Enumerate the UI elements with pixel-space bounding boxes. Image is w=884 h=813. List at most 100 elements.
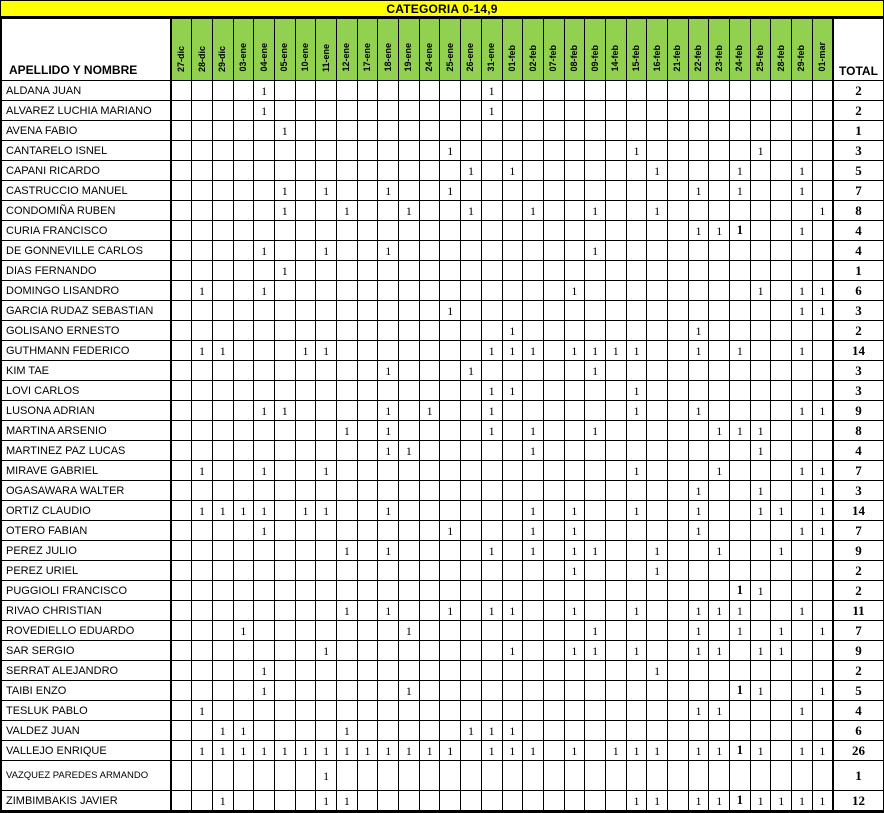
attendance-cell[interactable]	[667, 260, 689, 281]
attendance-cell[interactable]	[687, 160, 710, 181]
attendance-cell[interactable]	[273, 720, 296, 741]
attendance-cell[interactable]: 1	[791, 220, 813, 241]
attendance-cell[interactable]	[356, 380, 379, 401]
attendance-cell[interactable]	[501, 400, 524, 421]
attendance-cell[interactable]: 1	[522, 520, 544, 541]
attendance-cell[interactable]: 1	[708, 540, 731, 561]
attendance-cell[interactable]	[542, 600, 565, 621]
attendance-cell[interactable]	[273, 700, 296, 721]
attendance-cell[interactable]	[563, 220, 586, 241]
attendance-cell[interactable]	[687, 100, 710, 121]
attendance-cell[interactable]	[604, 360, 627, 381]
attendance-cell[interactable]	[708, 480, 731, 501]
attendance-cell[interactable]	[398, 120, 420, 141]
attendance-cell[interactable]	[191, 180, 213, 201]
attendance-cell[interactable]	[253, 720, 275, 741]
attendance-cell[interactable]: 1	[625, 400, 648, 421]
attendance-cell[interactable]	[439, 400, 462, 421]
attendance-cell[interactable]	[667, 280, 689, 301]
attendance-cell[interactable]	[542, 760, 565, 791]
attendance-cell[interactable]	[729, 140, 751, 161]
attendance-cell[interactable]	[667, 380, 689, 401]
attendance-cell[interactable]	[625, 280, 648, 301]
attendance-cell[interactable]	[749, 240, 772, 261]
attendance-cell[interactable]	[336, 620, 358, 641]
attendance-cell[interactable]: 1	[584, 540, 606, 561]
attendance-cell[interactable]	[729, 380, 751, 401]
attendance-cell[interactable]: 1	[687, 480, 710, 501]
attendance-cell[interactable]	[253, 120, 275, 141]
attendance-cell[interactable]	[522, 80, 544, 101]
attendance-cell[interactable]: 1	[398, 440, 420, 461]
attendance-cell[interactable]	[501, 300, 524, 321]
attendance-cell[interactable]	[439, 720, 462, 741]
attendance-cell[interactable]	[522, 600, 544, 621]
column-header-date[interactable]: 14-feb	[604, 18, 627, 81]
attendance-cell[interactable]: 1	[749, 440, 772, 461]
attendance-cell[interactable]	[749, 400, 772, 421]
attendance-cell[interactable]	[273, 420, 296, 441]
attendance-cell[interactable]	[646, 600, 668, 621]
attendance-cell[interactable]	[356, 400, 379, 421]
attendance-cell[interactable]: 1	[315, 240, 337, 261]
attendance-cell[interactable]: 1	[729, 580, 751, 601]
attendance-cell[interactable]	[273, 620, 296, 641]
attendance-cell[interactable]	[460, 440, 482, 461]
attendance-cell[interactable]	[170, 200, 193, 221]
attendance-cell[interactable]	[625, 200, 648, 221]
attendance-cell[interactable]	[791, 660, 813, 681]
attendance-cell[interactable]: 1	[708, 700, 731, 721]
attendance-cell[interactable]	[191, 790, 213, 812]
attendance-cell[interactable]: 1	[811, 200, 834, 221]
attendance-cell[interactable]	[356, 500, 379, 521]
column-header-date[interactable]: 03-ene	[232, 18, 255, 81]
attendance-cell[interactable]	[501, 790, 524, 812]
attendance-cell[interactable]: 1	[729, 180, 751, 201]
attendance-cell[interactable]: 1	[522, 340, 544, 361]
attendance-cell[interactable]: 1	[232, 500, 255, 521]
attendance-cell[interactable]	[791, 640, 813, 661]
attendance-cell[interactable]: 1	[253, 500, 275, 521]
attendance-cell[interactable]	[501, 760, 524, 791]
attendance-cell[interactable]	[563, 760, 586, 791]
attendance-cell[interactable]	[315, 100, 337, 121]
column-header-date[interactable]: 09-feb	[584, 18, 606, 81]
attendance-cell[interactable]	[687, 80, 710, 101]
player-name-cell[interactable]: RIVAO CHRISTIAN	[0, 600, 172, 621]
attendance-cell[interactable]	[708, 320, 731, 341]
attendance-cell[interactable]	[398, 220, 420, 241]
attendance-cell[interactable]	[604, 540, 627, 561]
attendance-cell[interactable]	[398, 400, 420, 421]
attendance-cell[interactable]	[563, 680, 586, 701]
attendance-cell[interactable]	[460, 740, 482, 761]
attendance-cell[interactable]	[563, 300, 586, 321]
attendance-cell[interactable]	[356, 140, 379, 161]
player-name-cell[interactable]: LOVI CARLOS	[0, 380, 172, 401]
attendance-cell[interactable]	[398, 600, 420, 621]
attendance-cell[interactable]	[211, 460, 234, 481]
attendance-cell[interactable]	[687, 680, 710, 701]
attendance-cell[interactable]	[170, 480, 193, 501]
attendance-cell[interactable]	[294, 160, 317, 181]
attendance-cell[interactable]	[356, 680, 379, 701]
attendance-cell[interactable]: 1	[439, 300, 462, 321]
attendance-cell[interactable]	[253, 580, 275, 601]
attendance-cell[interactable]	[729, 720, 751, 741]
attendance-cell[interactable]	[211, 640, 234, 661]
attendance-cell[interactable]	[336, 480, 358, 501]
attendance-cell[interactable]	[584, 380, 606, 401]
attendance-cell[interactable]	[211, 520, 234, 541]
attendance-cell[interactable]	[191, 640, 213, 661]
attendance-cell[interactable]	[522, 640, 544, 661]
attendance-cell[interactable]	[418, 220, 441, 241]
attendance-cell[interactable]: 1	[336, 740, 358, 761]
attendance-cell[interactable]	[273, 240, 296, 261]
attendance-cell[interactable]: 1	[749, 580, 772, 601]
attendance-cell[interactable]	[418, 240, 441, 261]
attendance-cell[interactable]	[356, 480, 379, 501]
attendance-cell[interactable]	[211, 660, 234, 681]
attendance-cell[interactable]	[191, 620, 213, 641]
attendance-cell[interactable]: 1	[377, 400, 400, 421]
attendance-cell[interactable]	[398, 540, 420, 561]
attendance-cell[interactable]	[708, 280, 731, 301]
